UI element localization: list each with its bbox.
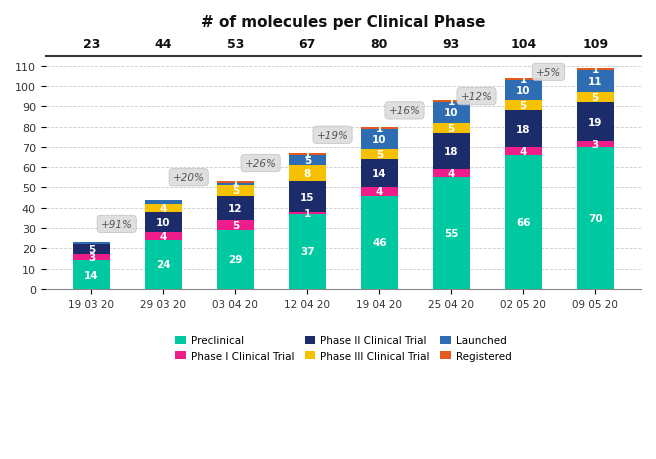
Text: 1: 1 xyxy=(447,97,455,107)
Bar xyxy=(289,166,326,182)
Bar xyxy=(361,188,398,196)
Text: 10: 10 xyxy=(372,134,386,145)
Bar xyxy=(504,79,542,81)
Text: 24: 24 xyxy=(156,260,171,270)
Text: 5: 5 xyxy=(520,101,527,111)
Text: 18: 18 xyxy=(516,124,531,134)
Bar xyxy=(289,182,326,212)
Bar xyxy=(216,186,254,196)
Bar xyxy=(577,141,614,147)
Text: 19: 19 xyxy=(588,118,602,127)
Text: 15: 15 xyxy=(300,192,315,202)
Text: 3: 3 xyxy=(88,253,95,263)
Text: 1: 1 xyxy=(304,208,311,218)
Bar xyxy=(432,178,470,289)
Bar xyxy=(361,160,398,188)
Bar xyxy=(432,103,470,123)
Bar xyxy=(432,101,470,103)
Text: 5: 5 xyxy=(304,156,311,166)
Bar xyxy=(216,182,254,184)
Bar xyxy=(504,156,542,289)
Text: 37: 37 xyxy=(300,247,315,257)
Text: 5: 5 xyxy=(447,123,455,133)
Text: 1: 1 xyxy=(376,123,383,133)
Bar xyxy=(504,81,542,101)
Bar xyxy=(432,170,470,178)
Text: 10: 10 xyxy=(156,218,171,227)
Text: +20%: +20% xyxy=(173,173,205,183)
Title: # of molecules per Clinical Phase: # of molecules per Clinical Phase xyxy=(201,15,485,30)
Text: 1: 1 xyxy=(520,75,527,85)
Text: +91%: +91% xyxy=(101,219,133,230)
Text: 14: 14 xyxy=(372,169,386,179)
Text: 1: 1 xyxy=(304,150,311,160)
Text: +19%: +19% xyxy=(317,130,348,140)
Bar xyxy=(432,123,470,134)
Legend: Preclinical, Phase I Clinical Trial, Phase II Clinical Trial, Phase III Clinical: Preclinical, Phase I Clinical Trial, Pha… xyxy=(171,331,516,365)
Bar xyxy=(504,147,542,156)
Bar xyxy=(289,154,326,156)
Bar xyxy=(577,69,614,71)
Text: 10: 10 xyxy=(516,86,531,96)
Bar xyxy=(432,134,470,170)
Text: 70: 70 xyxy=(588,213,603,224)
Text: 29: 29 xyxy=(228,255,243,265)
Text: 4: 4 xyxy=(160,232,167,241)
Text: +16%: +16% xyxy=(388,106,420,116)
Text: 1: 1 xyxy=(592,65,599,75)
Bar xyxy=(145,212,182,233)
Bar xyxy=(577,93,614,103)
Bar xyxy=(73,245,110,255)
Text: 1: 1 xyxy=(232,178,239,188)
Bar xyxy=(577,103,614,141)
Bar xyxy=(216,220,254,230)
Bar xyxy=(361,129,398,150)
Text: +12%: +12% xyxy=(461,92,493,102)
Bar xyxy=(577,71,614,93)
Bar xyxy=(73,243,110,245)
Bar xyxy=(504,111,542,147)
Bar xyxy=(361,196,398,289)
Text: 8: 8 xyxy=(304,169,311,179)
Text: +5%: +5% xyxy=(536,68,561,78)
Text: 4: 4 xyxy=(376,187,383,197)
Text: 46: 46 xyxy=(372,238,386,247)
Text: 14: 14 xyxy=(84,270,99,280)
Bar xyxy=(73,255,110,261)
Text: 18: 18 xyxy=(444,146,459,157)
Bar xyxy=(289,156,326,166)
Text: 5: 5 xyxy=(232,186,239,196)
Bar xyxy=(289,212,326,214)
Bar xyxy=(361,150,398,160)
Text: 66: 66 xyxy=(516,218,531,227)
Bar xyxy=(504,101,542,111)
Text: 12: 12 xyxy=(228,203,243,213)
Bar xyxy=(289,214,326,289)
Text: 3: 3 xyxy=(592,140,599,150)
Text: 4: 4 xyxy=(520,146,527,157)
Text: 55: 55 xyxy=(444,229,459,239)
Text: 5: 5 xyxy=(376,150,383,160)
Text: 10: 10 xyxy=(444,108,459,118)
Bar xyxy=(145,204,182,212)
Text: 5: 5 xyxy=(592,93,599,103)
Bar xyxy=(145,241,182,289)
Bar xyxy=(216,230,254,289)
Bar xyxy=(216,196,254,220)
Text: +26%: +26% xyxy=(245,159,277,169)
Text: 11: 11 xyxy=(588,77,602,87)
Bar xyxy=(216,184,254,186)
Bar xyxy=(145,200,182,204)
Bar xyxy=(577,147,614,289)
Bar xyxy=(73,261,110,289)
Text: 4: 4 xyxy=(447,169,455,179)
Bar xyxy=(145,233,182,241)
Bar xyxy=(361,127,398,129)
Text: 5: 5 xyxy=(88,245,95,255)
Text: 5: 5 xyxy=(232,220,239,230)
Text: 4: 4 xyxy=(160,203,167,213)
